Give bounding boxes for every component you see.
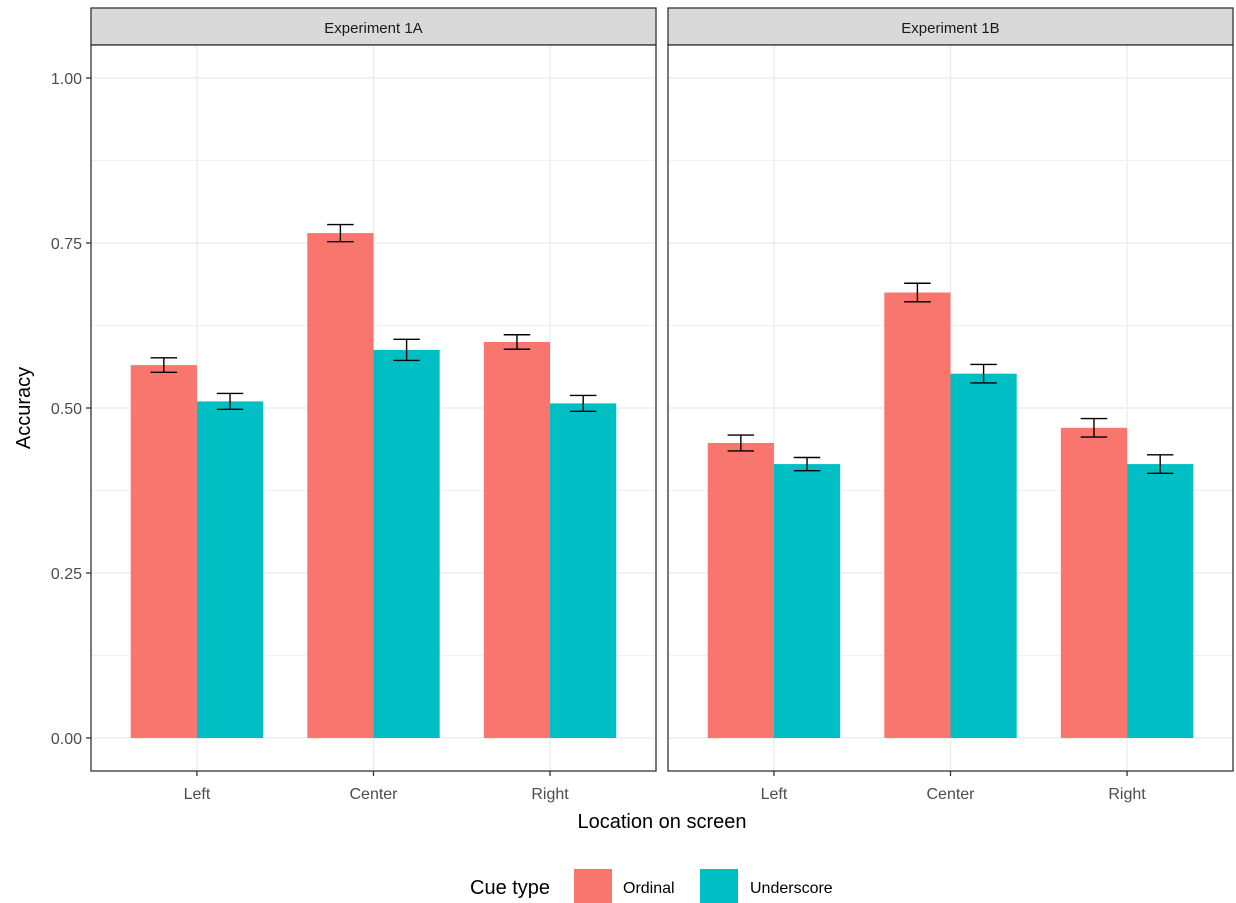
panel-strip [90, 7, 657, 46]
error-bar [393, 338, 420, 362]
panel-strip-title: Experiment 1A [324, 20, 422, 37]
error-bar [904, 282, 931, 303]
x-tick-label: Left [761, 786, 788, 803]
x-tick-label: Center [926, 786, 975, 803]
error-bar [216, 392, 244, 411]
bar-ordinal-center [884, 292, 951, 738]
x-tick-label: Right [1108, 786, 1146, 803]
error-bar [1080, 417, 1108, 438]
panel-strip-title: Experiment 1B [901, 20, 999, 37]
error-bar [1146, 454, 1174, 475]
bar-underscore-left [196, 401, 264, 738]
error-bar [727, 434, 755, 452]
error-bar [793, 456, 821, 472]
legend-swatch-underscore [700, 869, 738, 903]
bar-ordinal-right [1060, 427, 1128, 738]
legend-label-underscore: Underscore [750, 880, 833, 897]
panel-experiment-1b: Experiment 1B Left Center Right [667, 7, 1234, 803]
x-tick-label: Left [184, 786, 211, 803]
bar-ordinal-right [483, 342, 551, 738]
bar-underscore-center [373, 349, 440, 738]
x-tick-label: Right [531, 786, 569, 803]
error-bar [970, 363, 997, 384]
y-axis-title: Accuracy [13, 367, 35, 449]
error-bar [150, 357, 178, 374]
bar-underscore-right [1127, 464, 1194, 738]
x-axis-title: Location on screen [577, 811, 746, 833]
y-tick-label: 0.75 [51, 236, 82, 253]
y-tick-label: 0.25 [51, 566, 82, 583]
legend-swatch-ordinal [574, 869, 612, 903]
bar-underscore-center [950, 373, 1017, 738]
y-tick-label: 1.00 [51, 71, 82, 88]
error-bar [327, 223, 354, 243]
bar-underscore-right [550, 403, 617, 738]
y-tick-label: 0.00 [51, 731, 82, 748]
y-tick-label: 0.50 [51, 401, 82, 418]
error-bar [569, 394, 597, 412]
panel-experiment-1a: Experiment 1A Left Center Right [90, 7, 657, 803]
bar-underscore-left [773, 464, 841, 738]
legend: Cue type Ordinal Underscore [470, 869, 833, 903]
x-tick-label: Center [349, 786, 398, 803]
legend-title: Cue type [470, 877, 550, 899]
y-axis: 0.00 0.25 0.50 0.75 1.00 [51, 71, 91, 748]
error-bar [503, 334, 531, 350]
bar-ordinal-left [707, 442, 774, 738]
bar-ordinal-center [307, 233, 374, 738]
legend-label-ordinal: Ordinal [623, 880, 675, 897]
bar-ordinal-left [130, 365, 197, 738]
